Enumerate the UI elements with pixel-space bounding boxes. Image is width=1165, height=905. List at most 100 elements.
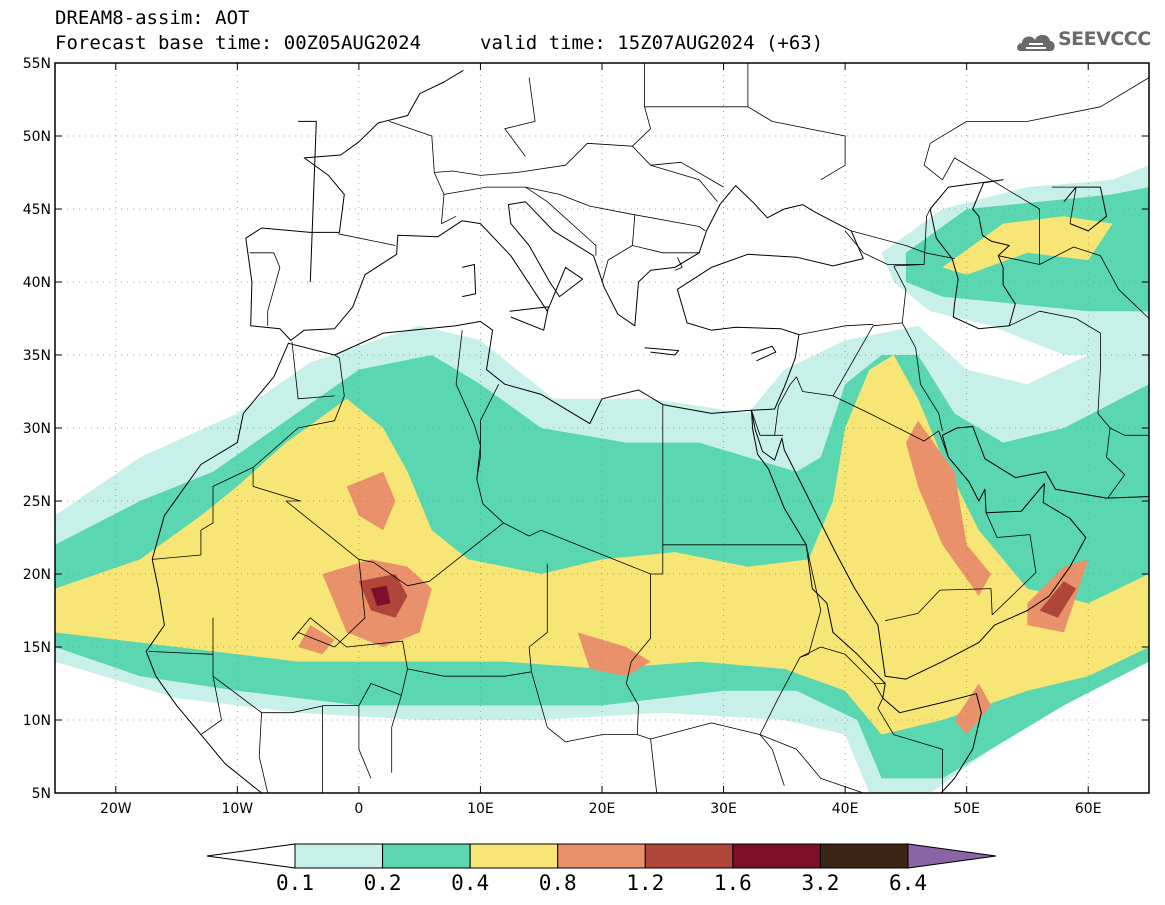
colorbar-label-0.4: 0.4 (451, 871, 489, 895)
border-45 (844, 230, 925, 267)
country-borders (148, 63, 1149, 793)
axis-ticks: 55N 50N 45N 40N 35N 30N 25N 20N 15N 10N 5N 20W 10W 0 1… (23, 56, 1149, 817)
lat-label-45N: 45N (23, 202, 51, 218)
border-40 (650, 161, 724, 188)
lat-label-15N: 15N (23, 640, 51, 656)
logo-text: SEEVCCC (1058, 28, 1151, 50)
lon-label-60E: 60E (1075, 801, 1102, 817)
colorbar-label-0.2: 0.2 (364, 871, 402, 895)
border-53 (1051, 186, 1077, 224)
border-13 (751, 410, 784, 436)
valid-time: valid time: 15Z07AUG2024 (+63) (480, 32, 824, 54)
border-17 (291, 617, 408, 669)
colorbar-box-2 (469, 843, 559, 869)
map-title: DREAM8-assim: AOT (55, 7, 250, 29)
colorbar-legend: 0.1 0.2 0.4 0.8 1.2 1.6 3.2 6.4 (206, 843, 997, 895)
border-34 (433, 172, 457, 225)
border-4 (650, 404, 664, 575)
border-8 (832, 395, 949, 458)
border-22 (258, 712, 269, 793)
lat-label-20N: 20N (23, 567, 51, 583)
border-37 (632, 245, 700, 268)
lat-label-30N: 30N (23, 421, 51, 437)
aot-level-1.2-region-14 (1039, 581, 1077, 618)
aot-level-0.8-region-12 (954, 683, 991, 735)
lat-label-50N: 50N (23, 129, 51, 145)
lon-label-10W: 10W (221, 801, 253, 817)
coastline-8 (644, 347, 680, 356)
border-12 (650, 544, 822, 740)
border-11 (885, 588, 993, 622)
coastline-2 (751, 410, 1149, 680)
lon-label-40E: 40E (832, 801, 859, 817)
lat-label-55N: 55N (23, 56, 51, 72)
border-20 (358, 705, 372, 779)
lat-label-10N: 10N (23, 713, 51, 729)
border-27 (759, 734, 785, 786)
lon-label-20E: 20E (589, 801, 616, 817)
lon-label-10E: 10E (467, 801, 494, 817)
border-33 (389, 121, 718, 202)
border-9 (901, 322, 943, 431)
border-29 (759, 734, 864, 793)
coastline-6 (462, 264, 477, 298)
border-52 (923, 77, 1149, 210)
lon-label-30E: 30E (710, 801, 737, 817)
colorbar-box-4 (644, 843, 734, 869)
lon-label-0: 0 (354, 801, 363, 817)
aot-level-0.8-region-7 (346, 471, 396, 531)
colorbar-label-1.2: 1.2 (626, 871, 664, 895)
aot-level-0.8-region-8 (577, 632, 651, 677)
coastline-10 (298, 120, 317, 283)
coastline-7 (509, 306, 549, 331)
border-0 (152, 466, 651, 735)
border-38 (674, 257, 683, 271)
border-32 (338, 233, 396, 246)
border-39 (525, 186, 597, 256)
border-16 (148, 651, 548, 728)
lon-label-20W: 20W (100, 801, 132, 817)
border-31 (249, 252, 281, 326)
border-14 (291, 341, 335, 400)
lat-label-5N: 5N (32, 786, 51, 802)
colorbar-box-3 (557, 843, 646, 869)
border-23 (200, 676, 222, 735)
border-36 (634, 214, 706, 232)
dust-aot-field (55, 165, 1149, 793)
colorbar-label-0.8: 0.8 (539, 871, 577, 895)
border-24 (391, 695, 402, 773)
colorbar-box-0 (294, 843, 384, 869)
border-44 (504, 77, 536, 157)
lat-label-25N: 25N (23, 494, 51, 510)
cloud-icon (1017, 34, 1055, 51)
border-46 (923, 208, 931, 265)
border-28 (799, 646, 886, 684)
border-50 (1009, 310, 1149, 436)
border-7 (798, 323, 874, 335)
colorbar-box-1 (382, 843, 471, 869)
border-19 (528, 563, 548, 672)
aot-level-0.8-region-10 (905, 420, 991, 596)
aot-level-0.4-region-5 (942, 216, 1113, 275)
border-26 (637, 734, 658, 793)
border-30 (873, 683, 943, 793)
colorbar-label-1.6: 1.6 (714, 871, 752, 895)
lat-label-40N: 40N (23, 275, 51, 291)
border-25 (547, 726, 638, 743)
colorbar-label-0.1: 0.1 (276, 871, 314, 895)
border-47 (851, 230, 955, 259)
lat-label-35N: 35N (23, 348, 51, 364)
border-51 (1106, 427, 1126, 499)
coastline-3 (751, 410, 982, 793)
colorbar-label-3.2: 3.2 (801, 871, 839, 895)
coastline-4 (929, 179, 1016, 330)
coastline-5 (1063, 186, 1107, 232)
coastline-9 (751, 345, 777, 362)
colorbar-box-6 (819, 843, 909, 869)
border-3 (476, 384, 500, 480)
border-35 (443, 186, 636, 283)
border-1 (252, 354, 345, 468)
colorbar-low-arrow (206, 843, 296, 869)
colorbar-label-6.4: 6.4 (889, 871, 927, 895)
